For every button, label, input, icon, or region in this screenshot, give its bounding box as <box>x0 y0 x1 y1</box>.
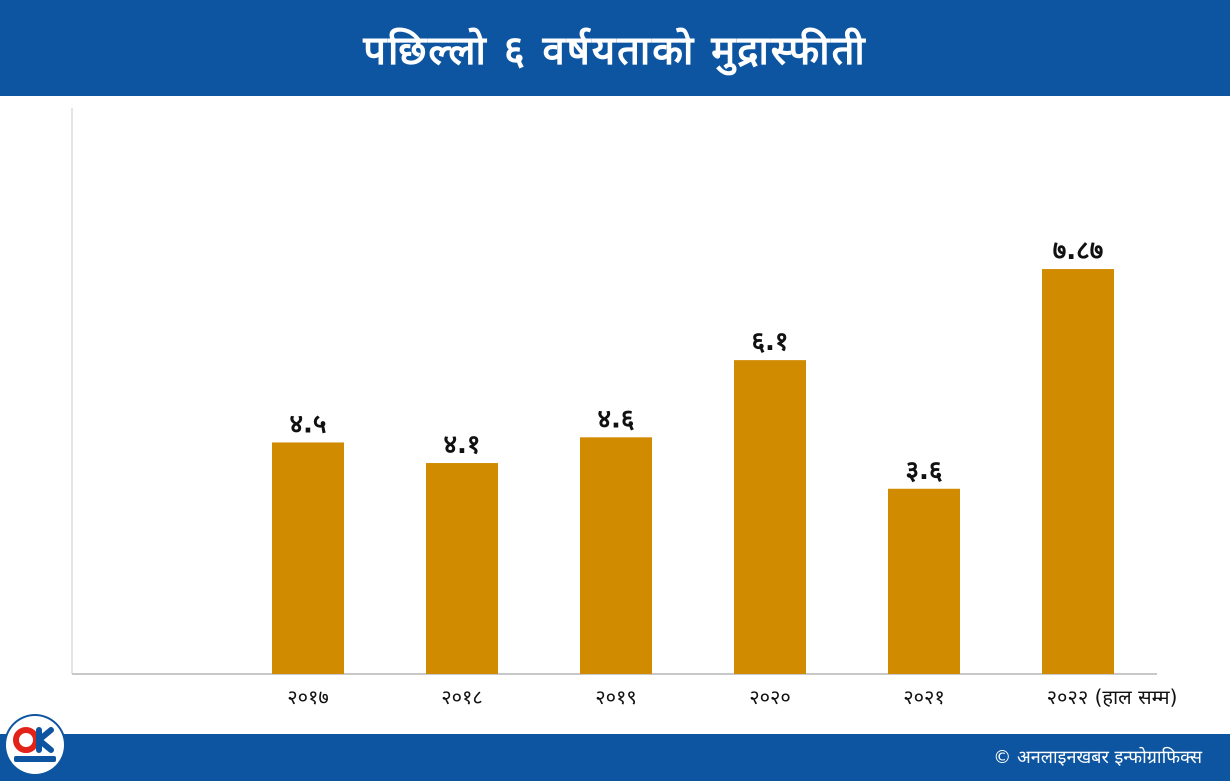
bar-4 <box>734 360 806 674</box>
bar-5 <box>888 488 960 674</box>
x-tick-label-6: २०२२ (हाल सम्म) <box>1047 685 1178 709</box>
onlinekhabar-logo-icon <box>13 727 56 762</box>
chart-area: ४.५ २०१७ ४.१ २०१८ ४.६ २०१९ ६.१ २०२० ३.६ २०२१ ७.८७ २… <box>0 96 1230 734</box>
onlinekhabar-logo <box>6 716 64 774</box>
bar-2 <box>426 463 498 674</box>
header-bar: पछिल्लो ६ वर्षयताको मुद्रास्फीती <box>0 0 1230 96</box>
data-label-2: ४.१ <box>444 430 481 460</box>
data-label-3: ४.६ <box>598 404 635 434</box>
inflation-bar-chart: ४.५ २०१७ ४.१ २०१८ ४.६ २०१९ ६.१ २०२० ३.६ २०२१ ७.८७ २… <box>71 108 1178 709</box>
x-tick-label-1: २०१७ <box>287 685 329 709</box>
page-title: पछिल्लो ६ वर्षयताको मुद्रास्फीती <box>363 27 867 74</box>
bar-1 <box>272 442 344 674</box>
bar-3 <box>580 437 652 674</box>
x-tick-label-2: २०१८ <box>441 685 483 709</box>
bar-6 <box>1042 269 1114 674</box>
data-label-1: ४.५ <box>290 409 327 439</box>
x-tick-label-5: २०२१ <box>903 685 945 709</box>
infographic-credit: © अनलाइनखबर इन्फोग्राफिक्स <box>993 747 1202 768</box>
footer-bar: © अनलाइनखबर इन्फोग्राफिक्स <box>0 734 1230 781</box>
x-tick-label-3: २०१९ <box>595 685 637 709</box>
data-label-4: ६.१ <box>752 327 789 357</box>
data-label-5: ३.६ <box>906 456 943 486</box>
data-label-6: ७.८७ <box>1053 236 1103 266</box>
x-tick-label-4: २०२० <box>749 685 791 709</box>
